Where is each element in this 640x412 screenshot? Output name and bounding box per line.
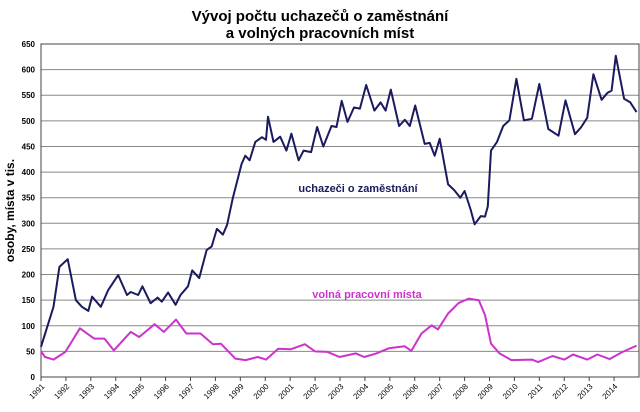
x-tick-label: 2006 <box>401 382 420 401</box>
y-axis-label: osoby, místa v tis. <box>3 159 17 262</box>
series-line-2 <box>40 297 637 364</box>
y-tick-label: 550 <box>22 91 36 100</box>
series-line-1 <box>40 54 638 348</box>
x-tick-label: 2010 <box>501 382 520 401</box>
x-tick-label: 1996 <box>152 382 171 401</box>
y-tick-label: 250 <box>22 245 36 254</box>
x-tick-label: 1991 <box>27 382 46 401</box>
y-tick-label: 0 <box>31 373 36 382</box>
y-tick-label: 600 <box>22 66 36 75</box>
x-tick-label: 2002 <box>302 382 321 401</box>
x-tick-label: 1997 <box>177 382 196 401</box>
chart-title: Vývoj počtu uchazečů o zaměstnání a voln… <box>0 8 640 42</box>
y-tick-label: 50 <box>26 347 35 356</box>
x-tick-label: 2007 <box>426 382 445 401</box>
y-tick-label: 150 <box>22 296 36 305</box>
plot-border <box>40 43 640 378</box>
x-tick-label: 2005 <box>376 382 395 401</box>
y-tick-label: 400 <box>22 168 36 177</box>
chart-title-line-1: Vývoj počtu uchazečů o zaměstnání <box>191 8 449 25</box>
y-tick-label: 650 <box>22 40 36 49</box>
series-label-2: volná pracovní místa <box>312 289 422 301</box>
y-tick-label: 350 <box>22 194 36 203</box>
x-tick-label: 2003 <box>326 382 345 401</box>
x-tick-label: 1995 <box>127 382 146 401</box>
x-tick-label: 2013 <box>576 382 595 401</box>
y-tick-label: 100 <box>22 322 36 331</box>
y-tick-label: 500 <box>22 117 36 126</box>
x-tick-label: 2001 <box>277 382 296 401</box>
x-tick-label: 2009 <box>476 382 495 401</box>
x-tick-label: 2004 <box>351 382 370 401</box>
x-tick-label: 1998 <box>202 382 221 401</box>
x-tick-label: 2011 <box>526 382 545 401</box>
x-tick-label: 2008 <box>451 382 470 401</box>
y-tick-label: 450 <box>22 142 36 151</box>
x-tick-label: 2012 <box>551 382 570 401</box>
x-tick-label: 1992 <box>52 382 71 401</box>
y-tick-label: 200 <box>22 271 36 280</box>
x-tick-label: 1999 <box>227 382 246 401</box>
x-tick-label: 2000 <box>252 382 271 401</box>
y-tick-label: 300 <box>22 219 36 228</box>
chart-title-line-2: a volných pracovních míst <box>225 25 415 42</box>
x-tick-label: 2014 <box>601 382 620 401</box>
series-label-1: uchazeči o zaměstnání <box>298 183 418 195</box>
x-tick-label: 1994 <box>102 382 121 401</box>
x-tick-label: 1993 <box>77 382 96 401</box>
